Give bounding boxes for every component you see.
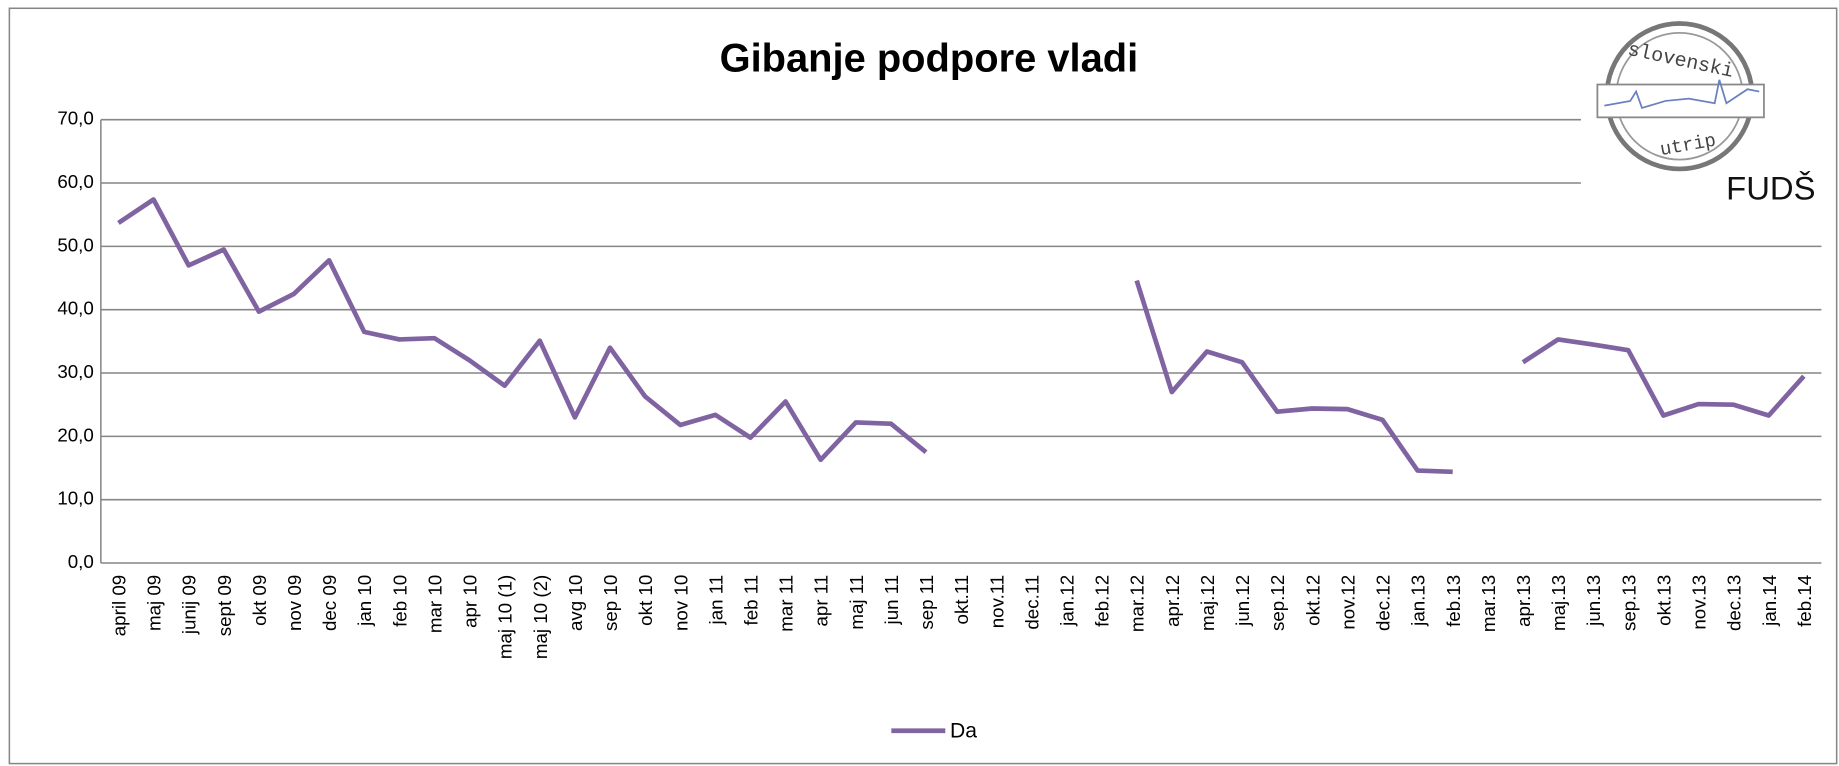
data-line bbox=[117, 197, 1806, 475]
x-tick-label: sept 09 bbox=[214, 575, 235, 637]
x-tick-label: nov.13 bbox=[1689, 575, 1710, 630]
x-tick-label: okt.11 bbox=[951, 575, 972, 625]
y-tick-label: 20,0 bbox=[57, 424, 94, 445]
x-tick-label: maj 09 bbox=[144, 575, 165, 631]
x-tick-label: nov 10 bbox=[670, 575, 691, 631]
x-tick-label: jan.13 bbox=[1408, 575, 1429, 627]
x-tick-label: nov.12 bbox=[1337, 575, 1358, 630]
x-tick-label: feb.12 bbox=[1092, 575, 1113, 627]
y-tick-label: 40,0 bbox=[57, 298, 94, 319]
x-tick-label: sep 10 bbox=[600, 575, 621, 631]
x-tick-label: jan 10 bbox=[354, 575, 375, 627]
x-tick-label: dec 09 bbox=[319, 575, 340, 631]
x-tick-label: jan.14 bbox=[1759, 575, 1780, 627]
y-tick-label: 50,0 bbox=[57, 234, 94, 255]
x-tick-label: okt 10 bbox=[635, 575, 656, 626]
x-tick-label: nov.11 bbox=[986, 575, 1007, 629]
x-tick-label: sep.12 bbox=[1267, 575, 1288, 631]
y-tick-label: 10,0 bbox=[57, 488, 94, 509]
x-tick-label: mar 10 bbox=[424, 575, 445, 633]
chart-title: Gibanje podpore vladi bbox=[720, 37, 1139, 81]
x-tick-label: apr.13 bbox=[1513, 575, 1534, 627]
x-tick-label: apr 10 bbox=[460, 575, 481, 628]
x-tick-label: maj.13 bbox=[1548, 575, 1569, 631]
x-tick-label: april 09 bbox=[108, 575, 129, 637]
logo-brand: FUDŠ bbox=[1726, 169, 1815, 206]
x-tick-label: jan 11 bbox=[705, 575, 726, 626]
x-tick-label: maj.12 bbox=[1197, 575, 1218, 631]
x-tick-label: dec.12 bbox=[1373, 575, 1394, 631]
logo-pulse bbox=[1604, 79, 1760, 110]
x-tick-label: dec.11 bbox=[1021, 575, 1042, 630]
x-tick-label: sep.13 bbox=[1618, 575, 1639, 631]
x-tick-label: jun.13 bbox=[1583, 575, 1604, 627]
x-tick-label: sep 11 bbox=[916, 575, 937, 630]
x-tick-label: okt.12 bbox=[1302, 575, 1323, 626]
x-tick-label: apr.12 bbox=[1162, 575, 1183, 627]
x-tick-label: maj 10 (1) bbox=[495, 575, 516, 659]
x-tick-label: jun 11 bbox=[881, 575, 902, 626]
chart-frame bbox=[8, 7, 1838, 765]
y-tick-label: 0,0 bbox=[68, 551, 94, 572]
x-tick-label: mar 11 bbox=[776, 575, 797, 632]
x-tick-label: feb.14 bbox=[1794, 575, 1815, 627]
x-tick-label: mar.13 bbox=[1478, 575, 1499, 632]
x-tick-label: jun.12 bbox=[1232, 575, 1253, 627]
x-tick-label: maj 11 bbox=[846, 575, 867, 630]
x-tick-label: avg 10 bbox=[565, 575, 586, 631]
x-tick-label: maj 10 (2) bbox=[530, 575, 551, 659]
x-tick-label: jan.12 bbox=[1057, 575, 1078, 627]
x-tick-label: feb.13 bbox=[1443, 575, 1464, 627]
x-tick-label: junij 09 bbox=[179, 575, 200, 635]
y-tick-label: 70,0 bbox=[57, 108, 94, 129]
x-tick-label: feb 10 bbox=[389, 575, 410, 627]
x-tick-label: feb 11 bbox=[740, 575, 761, 626]
x-tick-label: apr 11 bbox=[811, 575, 832, 627]
x-tick-label: okt.13 bbox=[1653, 575, 1674, 626]
x-tick-label: dec.13 bbox=[1724, 575, 1745, 631]
y-tick-label: 60,0 bbox=[57, 171, 94, 192]
x-tick-label: nov 09 bbox=[284, 575, 305, 631]
logo-band bbox=[1596, 83, 1765, 119]
x-tick-label: okt 09 bbox=[249, 575, 270, 626]
legend-label: Da bbox=[950, 719, 977, 742]
y-tick-label: 30,0 bbox=[57, 361, 94, 382]
x-tick-label: mar.12 bbox=[1127, 575, 1148, 632]
